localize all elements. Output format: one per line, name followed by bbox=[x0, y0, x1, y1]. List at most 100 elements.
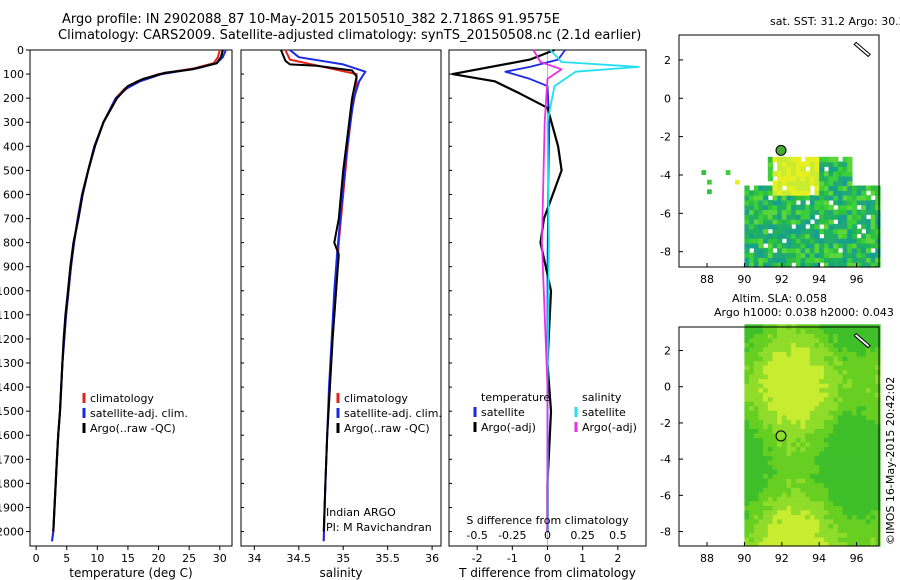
sst-map-cell bbox=[819, 161, 825, 167]
sla-map-cell bbox=[809, 401, 816, 407]
sla-map-cell bbox=[856, 532, 862, 538]
sst-map-cell bbox=[823, 219, 830, 225]
sst-map-cell bbox=[814, 180, 820, 187]
sla-map-cell bbox=[861, 451, 867, 457]
sla-map-cell bbox=[828, 514, 834, 520]
sla-map-cell bbox=[800, 428, 806, 434]
sla-map-cell bbox=[870, 387, 876, 393]
sla-map-xtick-label: 92 bbox=[775, 552, 789, 565]
sla-map-cell bbox=[875, 518, 881, 524]
sla-map-cell bbox=[767, 351, 774, 357]
sla-map-cell bbox=[809, 523, 816, 529]
sla-map-cell bbox=[800, 446, 806, 452]
sla-map-cell bbox=[865, 541, 872, 547]
sla-map-cell bbox=[767, 414, 774, 420]
sla-map-cell bbox=[875, 514, 881, 520]
sla-map-cell bbox=[870, 464, 876, 470]
sla-map-cell bbox=[814, 532, 820, 538]
sla-map-cell bbox=[851, 437, 858, 443]
sla-map-cell bbox=[749, 464, 755, 470]
sst-map-cell bbox=[828, 180, 834, 187]
sla-map-cell bbox=[856, 491, 862, 497]
sst-map-cell bbox=[837, 262, 844, 268]
sla-map-cell bbox=[805, 392, 811, 398]
chart-title-line2: Climatology: CARS2009. Satellite-adjuste… bbox=[58, 28, 642, 43]
sla-map-cell bbox=[795, 487, 802, 493]
sla-map-cell bbox=[781, 491, 788, 497]
sla-map-cell bbox=[814, 482, 820, 488]
sst-map-cell bbox=[819, 190, 825, 196]
sla-map-cell bbox=[763, 441, 769, 447]
sst-map-cell bbox=[828, 171, 834, 177]
sst-map-cell bbox=[847, 252, 853, 258]
sla-map-cell bbox=[744, 523, 750, 529]
sla-map-cell bbox=[805, 478, 811, 484]
sla-map-cell bbox=[809, 451, 816, 457]
sst-map-cell bbox=[823, 243, 830, 249]
sla-map-cell bbox=[856, 441, 862, 447]
sst-map-cell bbox=[856, 247, 862, 254]
sst-map-cell bbox=[851, 228, 858, 235]
sla-map-cell bbox=[786, 410, 792, 416]
sla-map-cell bbox=[847, 428, 853, 434]
sst-map-cell bbox=[777, 219, 783, 225]
sla-map-cell bbox=[786, 514, 792, 520]
sla-map-cell bbox=[847, 523, 853, 529]
sla-map-cell bbox=[767, 392, 774, 398]
sla-map-cell bbox=[837, 360, 844, 366]
sla-map-cell bbox=[744, 514, 750, 520]
sla-map-cell bbox=[791, 518, 797, 524]
sst-map-cell bbox=[800, 243, 806, 249]
sla-map-cell bbox=[861, 505, 867, 511]
sla-map-cell bbox=[767, 369, 774, 375]
sla-map-cell bbox=[870, 437, 876, 443]
sst-map-cell bbox=[772, 190, 778, 196]
sla-map-cell bbox=[847, 451, 853, 457]
sla-map-cell bbox=[749, 541, 755, 547]
sla-map-cell bbox=[772, 482, 778, 488]
sst-map-cell bbox=[777, 180, 783, 187]
sla-map-cell bbox=[753, 428, 760, 434]
sst-map-cell bbox=[847, 243, 853, 249]
sst-map-cell bbox=[819, 247, 825, 254]
sla-map-cell bbox=[791, 500, 797, 506]
sla-map-cell bbox=[851, 342, 858, 348]
sla-map-cell bbox=[861, 346, 867, 352]
sst-map-cell bbox=[875, 195, 881, 201]
sla-map-cell bbox=[791, 378, 797, 384]
sla-map-cell bbox=[809, 537, 816, 543]
sla-map-cell bbox=[772, 523, 778, 529]
sla-map-cell bbox=[861, 328, 867, 334]
sla-map-cell bbox=[763, 383, 769, 389]
sla-map-cell bbox=[767, 532, 774, 538]
sla-map-cell bbox=[749, 446, 755, 452]
sst-map-cell bbox=[856, 238, 862, 244]
sla-map-cell bbox=[851, 460, 858, 466]
sla-map-cell bbox=[781, 342, 788, 348]
sst-map-cell bbox=[781, 171, 788, 177]
sst-map-cell bbox=[823, 223, 830, 230]
sla-map-cell bbox=[823, 523, 830, 529]
sst-map-cell bbox=[809, 166, 816, 172]
sla-map-cell bbox=[781, 414, 788, 420]
sst-map-cell bbox=[875, 252, 881, 258]
sst-map-cell bbox=[800, 247, 806, 254]
sst-map-cell bbox=[753, 219, 760, 225]
sst-map-cell bbox=[772, 243, 778, 249]
sla-map-cell bbox=[814, 419, 820, 425]
sst-map-cell bbox=[744, 228, 750, 235]
sst-map-cell bbox=[823, 175, 830, 182]
sst-map-cell bbox=[795, 161, 802, 167]
sst-map-cell bbox=[814, 209, 820, 215]
sla-map-cell bbox=[870, 328, 876, 334]
sla-map-cell bbox=[791, 410, 797, 416]
sla-map-cell bbox=[781, 374, 788, 380]
sla-map-cell bbox=[781, 387, 788, 393]
sla-map-cell bbox=[786, 337, 792, 343]
sla-map-cell bbox=[865, 360, 872, 366]
sla-map-cell bbox=[809, 487, 816, 493]
sla-map-cell bbox=[781, 378, 788, 384]
sla-map-cell bbox=[744, 500, 750, 506]
sst-map-cell bbox=[842, 180, 848, 187]
sla-map-cell bbox=[823, 455, 830, 461]
